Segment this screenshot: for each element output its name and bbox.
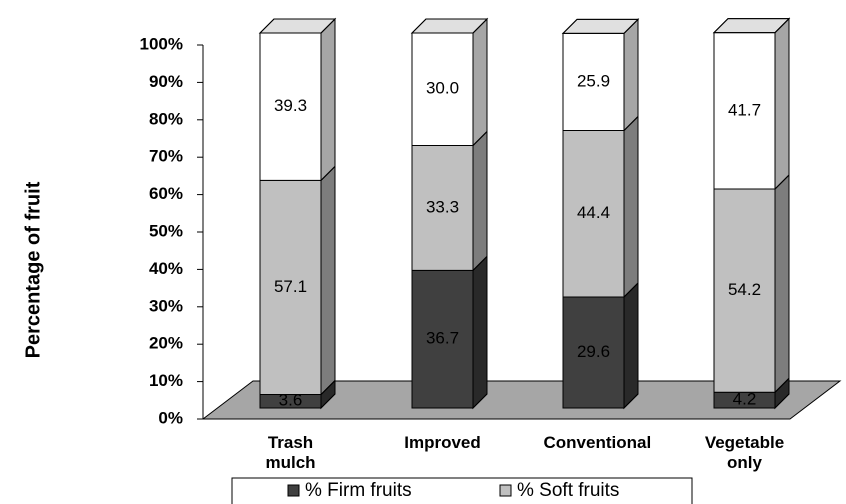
bar-front — [713, 188, 776, 393]
bar-front — [713, 32, 776, 190]
value-label: 44.4 — [577, 203, 610, 222]
bar-segment — [259, 165, 336, 396]
y-tick-label: 100% — [140, 34, 183, 53]
bar-segment — [712, 17, 791, 191]
y-axis-title: Percentage of fruit — [22, 181, 44, 358]
bar-front — [562, 296, 625, 409]
bar-front — [411, 145, 474, 271]
bar-front — [562, 32, 625, 131]
bar-top-shade — [712, 18, 791, 34]
bar-front — [411, 269, 474, 409]
bar-segment — [561, 18, 640, 132]
y-tick-label: 20% — [149, 334, 183, 353]
bar-side-shade — [774, 173, 790, 394]
x-tick-label: Improved — [404, 433, 481, 452]
bar-side-shade — [472, 130, 488, 272]
y-tick-label: 90% — [149, 72, 183, 91]
y-tick-label: 80% — [149, 109, 183, 128]
bar-side-shade — [623, 281, 639, 410]
bar-segment — [562, 281, 639, 410]
value-label: 41.7 — [728, 100, 761, 119]
bar-top-shade — [561, 18, 640, 34]
y-tick-label: 10% — [149, 371, 183, 390]
value-label: 57.1 — [274, 277, 307, 296]
bar-side-shade — [472, 17, 488, 147]
bar-front — [259, 32, 322, 181]
bar-side-shade — [320, 17, 336, 182]
bar-segment — [411, 130, 488, 272]
bar-side-shade — [623, 18, 639, 132]
value-label: 25.9 — [577, 71, 610, 90]
bar-side-shade — [320, 165, 336, 396]
legend-label: % Soft fruits — [517, 480, 619, 501]
x-tick-label-box: Conventional — [543, 433, 652, 452]
value-label: 4.2 — [733, 390, 757, 409]
x-tick-label: Conventional — [543, 433, 652, 452]
legend-swatch — [287, 484, 300, 497]
x-tick-label-box: Vegetable only — [704, 433, 785, 472]
y-tick-label: 50% — [149, 221, 183, 240]
bar-segment — [410, 17, 489, 147]
value-label: 30.0 — [426, 79, 459, 98]
bar-front — [562, 130, 625, 298]
value-label: 33.3 — [426, 197, 459, 216]
bar-side-shade — [623, 115, 639, 299]
x-tick-label-box: Improved — [404, 433, 481, 452]
legend-swatch — [499, 484, 512, 497]
legend-label: % Firm fruits — [305, 480, 412, 501]
legend — [231, 477, 693, 504]
bar-top-shade — [258, 18, 337, 34]
y-tick-label: 60% — [149, 184, 183, 203]
x-tick-label-box: Trash mulch — [265, 433, 316, 472]
x-tick-label: Trash mulch — [265, 433, 316, 472]
bar-segment — [562, 115, 639, 299]
bar-segment — [713, 173, 790, 394]
value-label: 29.6 — [577, 342, 610, 361]
value-label: 39.3 — [274, 96, 307, 115]
bar-segment — [258, 17, 337, 182]
y-tick-label: 0% — [158, 408, 183, 427]
y-tick-label: 30% — [149, 296, 183, 315]
y-tick-label: 70% — [149, 147, 183, 166]
bar-front — [411, 32, 474, 146]
floor — [201, 380, 842, 420]
bar-front — [259, 179, 322, 395]
bar-segment — [411, 255, 488, 410]
y-tick-label: 40% — [149, 259, 183, 278]
value-label: 54.2 — [728, 280, 761, 299]
bar-side-shade — [774, 17, 790, 191]
bar-top-shade — [410, 18, 489, 34]
x-tick-label: Vegetable only — [704, 433, 785, 472]
value-label: 36.7 — [426, 329, 459, 348]
bar-side-shade — [472, 255, 488, 410]
value-label: 3.6 — [279, 391, 303, 410]
